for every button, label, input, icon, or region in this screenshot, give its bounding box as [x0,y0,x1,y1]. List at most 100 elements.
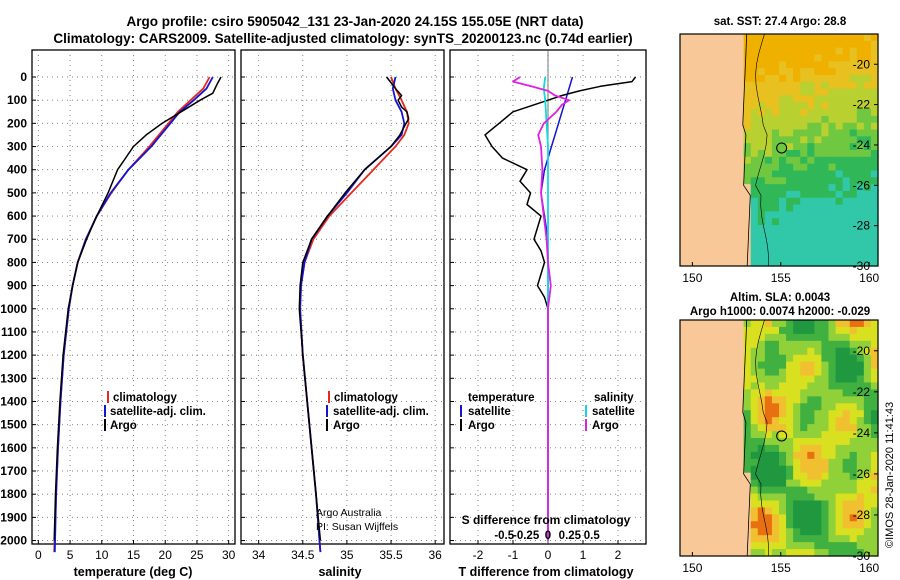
map-cell [849,424,858,432]
map-cell [764,40,773,49]
map-cell [729,396,738,404]
depth-tick-label: 0 [20,70,27,84]
map-cell [743,156,752,165]
map-cell [708,61,716,69]
map-cell [800,549,808,557]
map-cell [849,252,858,260]
map-cell [870,102,879,110]
map-cell [821,170,830,178]
map-cell [856,211,865,219]
map-cell [786,417,794,425]
map-cell [842,549,851,557]
map-cell [722,479,731,488]
map-cell [764,190,773,199]
depth-tick-label: 2000 [0,534,27,548]
map-cell [708,486,716,495]
map-cell [849,465,858,474]
map-cell [828,396,837,404]
map-cell [743,95,752,103]
map-cell [750,115,759,124]
map-cell [835,102,844,110]
map-cell [786,458,794,467]
map-cell [786,245,794,253]
map-cell [680,95,688,103]
map-cell [870,361,879,370]
map-cell [856,347,865,356]
map-cell [779,204,787,213]
map-cell [849,184,858,192]
map-cell [750,259,759,267]
map-cell [800,417,808,425]
map-cell [694,507,702,515]
map-cell [779,225,787,233]
x-tick-label: 35 [340,548,354,562]
map-cell [715,150,724,158]
map-cell [849,150,858,158]
map-cell [800,81,808,90]
map-cell [870,528,879,536]
map-cell [680,444,688,453]
map-cell [786,74,794,83]
x-tick-labels: 0 5 10 15 20 25 30 34 34.5 35 35.5 36 -2 -1 0 1 2-0.5-0.… [35,530,622,562]
map-cell [736,34,745,42]
map-cell [771,218,780,226]
map-cell [835,500,844,509]
map-cell [807,109,815,117]
map-cell [786,528,794,536]
x-tick-label: 2 [615,548,622,562]
map-cell [750,451,759,460]
map-cell [771,74,780,83]
map-cell [764,444,773,453]
map-cell [828,340,837,349]
map-cell [701,514,709,522]
map-cell [764,326,773,335]
map-cell [800,521,808,529]
map-cell [807,410,815,418]
map-cell [750,521,759,529]
map-cell [750,465,759,474]
map-cell [842,444,851,453]
map-cell [779,238,787,247]
map-cell [814,444,823,453]
map-cell [764,507,773,515]
map-cell [800,204,808,213]
map-cell [849,500,858,509]
map-cell [821,122,830,131]
map-cell [736,40,745,49]
sst-map-title: sat. SST: 27.4 Argo: 28.8 [714,16,847,28]
map-cell [687,40,695,49]
map-cell [779,535,787,543]
map-cell [828,81,837,90]
map-cell [729,61,738,69]
map-cell [814,326,823,335]
map-cell [687,486,695,495]
map-cell [722,354,731,363]
s-legend-satellite: satellite-adj. clim. [333,406,429,418]
map-cell [835,54,844,62]
map-cell [757,150,766,158]
map-cell [687,465,695,474]
map-cell [701,375,709,384]
map-cell [842,333,851,342]
map-cell [715,184,724,192]
map-cell [743,102,752,110]
map-cell [786,535,794,543]
map-cell [736,424,745,432]
map-cell [779,163,787,172]
map-cell [821,410,830,418]
map-cell [694,109,702,117]
map-cell [694,136,702,144]
map-cell [835,444,844,453]
map-cell [786,472,794,481]
map-cell [715,95,724,103]
map-cell [701,197,709,206]
map-cell [856,500,865,509]
map-cell [757,47,766,56]
map-cell [694,340,702,349]
t-argo-swatch [460,419,462,431]
map-cell [842,535,851,543]
map-cell [722,431,731,439]
map-cell [800,177,808,185]
map-cell [849,40,858,49]
map-cell [786,514,794,522]
